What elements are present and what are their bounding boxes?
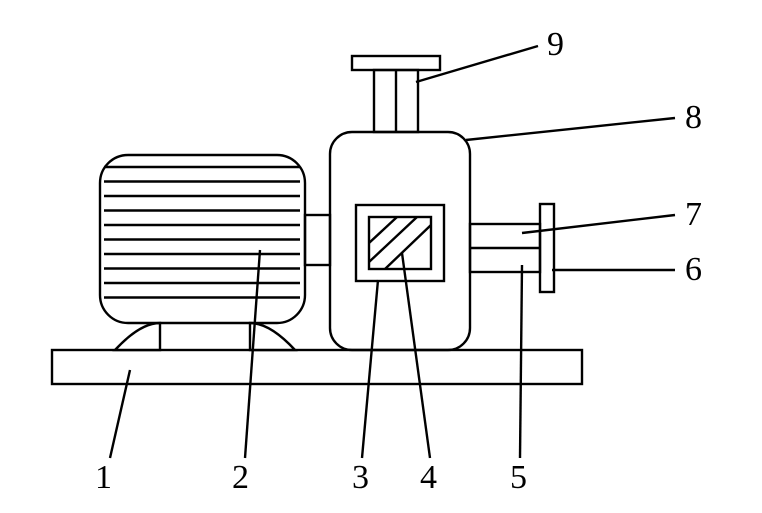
base-plate: [52, 350, 582, 384]
leader-l4: [402, 253, 430, 458]
outlet-top-flange: [352, 56, 440, 70]
pump-housing: [330, 132, 470, 350]
label-n1: 1: [95, 459, 112, 496]
outlet-right-flange: [540, 204, 554, 292]
leader-l9: [416, 46, 538, 82]
label-n4: 4: [420, 459, 437, 496]
motor-foot-right: [250, 323, 295, 350]
label-n8: 8: [685, 99, 702, 136]
label-n6: 6: [685, 251, 702, 288]
label-n7: 7: [685, 196, 702, 233]
leader-l7: [522, 215, 675, 233]
pump-window-hatch: [385, 225, 431, 269]
motor-foot-left: [115, 323, 160, 350]
label-n5: 5: [510, 459, 527, 496]
label-n2: 2: [232, 459, 249, 496]
label-n3: 3: [352, 459, 369, 496]
leader-l8: [466, 118, 675, 140]
pump-window-inner: [369, 217, 431, 269]
leader-l3: [362, 280, 378, 458]
label-n9: 9: [547, 26, 564, 63]
leader-l5: [520, 265, 522, 458]
pump-window-hatch: [369, 217, 417, 262]
pump-diagram: 1 2 3 4 5 6 7 8 9: [0, 0, 762, 513]
coupling: [305, 215, 330, 265]
leader-l2: [245, 250, 260, 458]
